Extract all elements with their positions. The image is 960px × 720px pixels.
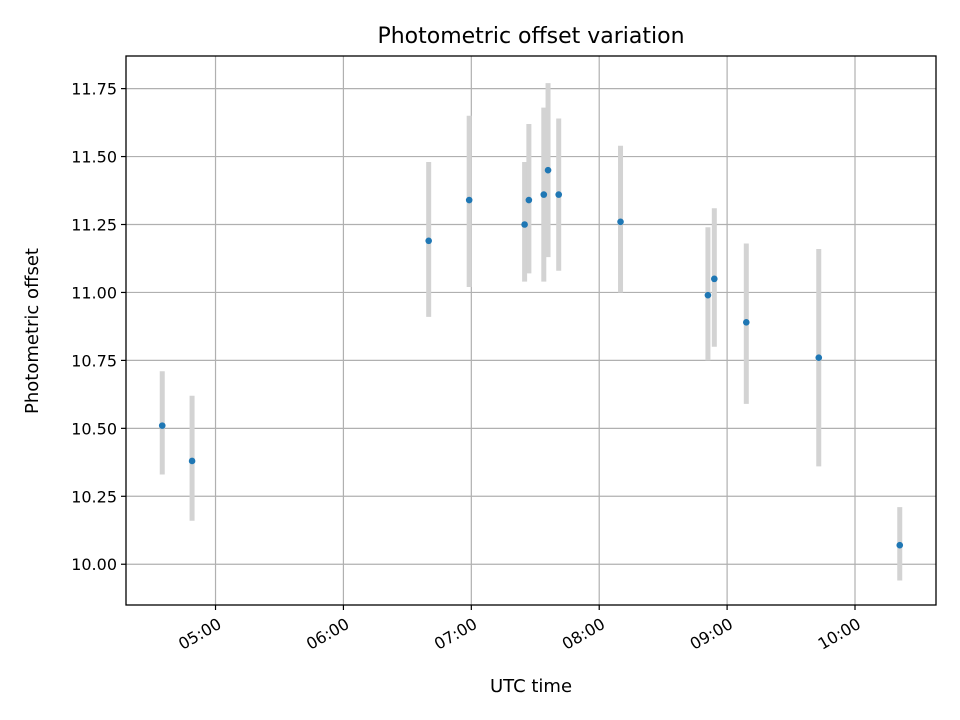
- data-point: [525, 196, 533, 204]
- y-tick-label: 11.00: [71, 283, 117, 302]
- y-tick-label: 11.50: [71, 148, 117, 167]
- y-tick-label: 10.50: [71, 419, 117, 438]
- data-point: [742, 319, 750, 326]
- y-tick-label: 10.25: [71, 487, 117, 506]
- y-tick-label: 11.75: [71, 80, 117, 99]
- y-tick-label: 11.25: [71, 216, 117, 235]
- data-point: [465, 196, 473, 204]
- y-tick-label: 10.00: [71, 555, 117, 574]
- data-point: [540, 191, 548, 198]
- plot-frame: [125, 55, 937, 606]
- chart-title: Photometric offset variation: [377, 24, 684, 49]
- data-point: [521, 221, 528, 228]
- data-point: [815, 354, 823, 361]
- x-axis-title: UTC time: [490, 676, 572, 697]
- y-tick-label: 10.75: [71, 351, 117, 370]
- y-axis-ticks: 10.00 10.25 10.50 10.75 11.00 11.25 11.50 11.75: [71, 80, 126, 574]
- data-points: [158, 166, 904, 549]
- y-axis-title: Photometric offset: [22, 248, 43, 414]
- data-point: [555, 191, 563, 198]
- data-point: [617, 218, 624, 226]
- data-point: [544, 166, 552, 174]
- data-point: [711, 275, 718, 283]
- data-point: [158, 422, 166, 429]
- data-point: [188, 457, 196, 465]
- data-point: [896, 541, 904, 549]
- data-point: [704, 291, 712, 299]
- data-point: [425, 237, 432, 245]
